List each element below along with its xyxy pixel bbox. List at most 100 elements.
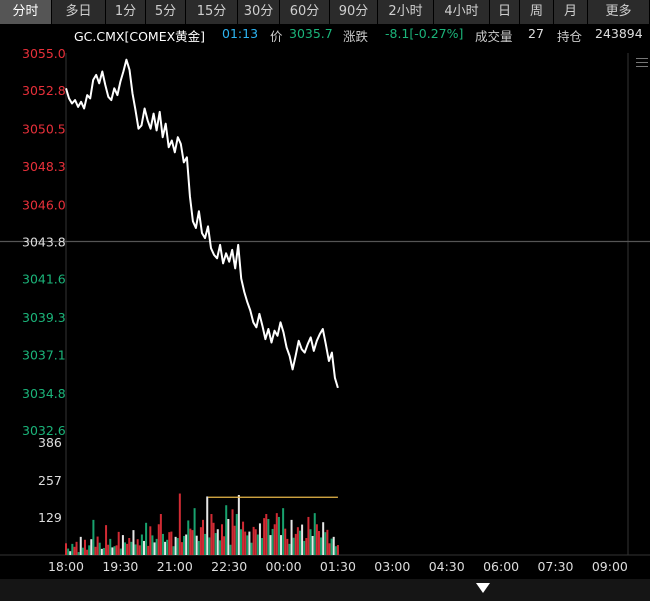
- volume-bar: [305, 538, 308, 555]
- volume-bar: [231, 509, 234, 555]
- volume-bar: [153, 542, 156, 555]
- volume-bar: [212, 522, 215, 555]
- volume-bar: [284, 528, 287, 555]
- menu-icon[interactable]: [636, 58, 648, 70]
- volume-bar: [254, 529, 257, 555]
- bottom-scroll-bar: [0, 579, 650, 601]
- volume-bar: [206, 496, 209, 555]
- volume-bar: [96, 536, 99, 555]
- volume-bar: [113, 546, 116, 555]
- volume-bar: [136, 539, 139, 555]
- volume-bar: [71, 543, 74, 555]
- volume-bar: [119, 548, 122, 555]
- open-interest-label: 持仓: [557, 29, 583, 44]
- price-tick-label: 3055.0: [22, 46, 66, 61]
- tab-4[interactable]: 15分: [186, 0, 238, 24]
- volume-bar: [210, 514, 213, 555]
- volume-bar: [275, 513, 278, 555]
- volume-bar: [187, 520, 190, 555]
- tab-10[interactable]: 日: [490, 0, 520, 24]
- volume-bar: [273, 524, 276, 555]
- volume-bar: [168, 532, 171, 555]
- volume-bar: [193, 508, 196, 555]
- time-axis: 18:00 19:30 21:00 22:30 00:00 01:30 03:00 04:30…: [48, 559, 628, 574]
- volume-bar: [73, 546, 76, 555]
- volume-bar: [140, 534, 143, 555]
- tab-9[interactable]: 4小时: [434, 0, 490, 24]
- volume-bar: [296, 527, 299, 555]
- volume-bar: [170, 531, 173, 555]
- volume-tick-label: 257: [38, 473, 62, 488]
- scroll-down-arrow-icon[interactable]: [476, 583, 490, 593]
- volume-bar: [149, 526, 152, 555]
- volume-bar: [309, 529, 312, 555]
- volume-bar: [94, 546, 97, 555]
- volume-bar: [315, 524, 318, 555]
- tab-6[interactable]: 60分: [280, 0, 330, 24]
- tab-3[interactable]: 5分: [146, 0, 186, 24]
- volume-bar: [128, 538, 131, 555]
- intraday-chart[interactable]: 3055.0 3052.8 3050.5 3048.3 3046.0 3043.8 3041…: [0, 43, 650, 579]
- volume-bar: [256, 534, 259, 555]
- time-tick-label: 22:30: [211, 559, 247, 574]
- volume-bar: [176, 538, 179, 555]
- volume-bar: [147, 545, 150, 555]
- time-tick-label: 21:00: [157, 559, 193, 574]
- volume-bar: [98, 542, 101, 555]
- volume-bar: [166, 539, 169, 555]
- tab-11[interactable]: 周: [520, 0, 554, 24]
- time-tick-label: 07:30: [537, 559, 573, 574]
- volume-bar: [311, 535, 314, 555]
- volume-bar: [214, 533, 217, 555]
- price-tick-label: 3043.8: [22, 235, 66, 250]
- volume-bar: [235, 514, 238, 555]
- tab-5[interactable]: 30分: [238, 0, 280, 24]
- volume-bar: [90, 539, 93, 555]
- volume-bar: [239, 529, 242, 555]
- volume-bar: [267, 518, 270, 555]
- volume-bar: [313, 513, 316, 555]
- volume-bar: [320, 537, 323, 555]
- volume-bar: [229, 544, 232, 555]
- tab-0[interactable]: 分时: [0, 0, 52, 24]
- volume-bar: [81, 547, 84, 555]
- volume-bar: [132, 530, 135, 555]
- volume-bar: [227, 518, 230, 555]
- volume-bar: [185, 534, 188, 555]
- volume-bar: [303, 540, 306, 555]
- price-tick-label: 3034.8: [22, 386, 66, 401]
- price-tick-label: 3052.8: [22, 83, 66, 98]
- volume-bar: [102, 547, 105, 555]
- volume-bar: [288, 543, 291, 555]
- volume-bar: [237, 494, 240, 555]
- tab-1[interactable]: 多日: [52, 0, 106, 24]
- volume-bar: [242, 521, 245, 555]
- volume-tick-label: 386: [38, 435, 62, 450]
- tab-8[interactable]: 2小时: [378, 0, 434, 24]
- tab-7[interactable]: 90分: [330, 0, 378, 24]
- volume-bar: [67, 548, 70, 555]
- period-tabs: 分时 多日 1分 5分 15分 30分 60分 90分 2小时 4小时日周月更多: [0, 0, 650, 24]
- volume-bar: [261, 538, 264, 555]
- price-tick-label: 3041.6: [22, 272, 66, 287]
- volume-bar: [155, 538, 158, 555]
- time-tick-label: 09:00: [592, 559, 628, 574]
- volume-bar: [83, 539, 86, 555]
- volume-bar: [258, 523, 261, 555]
- volume-bar: [100, 548, 103, 555]
- volume-bar: [336, 545, 339, 555]
- volume-bar: [92, 519, 95, 555]
- time-tick-label: 06:00: [483, 559, 519, 574]
- volume-bar: [151, 535, 154, 555]
- tab-2[interactable]: 1分: [106, 0, 146, 24]
- volume-bar: [265, 514, 268, 555]
- tab-12[interactable]: 月: [554, 0, 588, 24]
- volume-bar: [77, 552, 80, 555]
- tab-13[interactable]: 更多: [588, 0, 650, 24]
- volume-bar: [202, 519, 205, 555]
- time-tick-label: 18:00: [48, 559, 84, 574]
- volume-bar: [326, 529, 329, 555]
- time-tick-label: 01:30: [320, 559, 356, 574]
- volume-bar: [195, 535, 198, 555]
- volume-bar: [115, 545, 118, 555]
